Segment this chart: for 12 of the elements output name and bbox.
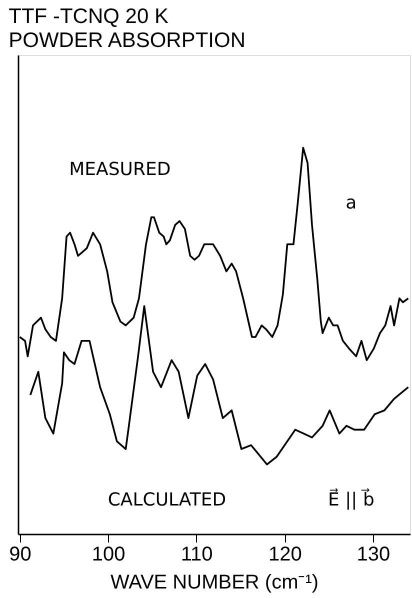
x-tick-label: 130 <box>356 544 390 566</box>
x-tick-label: 110 <box>180 544 213 566</box>
chart-subtitle: POWDER ABSORPTION <box>8 29 246 52</box>
x-axis-title: WAVE NUMBER (cm⁻¹) <box>110 572 319 594</box>
annotation: E⃗ || b⃗ <box>328 488 374 510</box>
x-tick-label: 100 <box>92 544 126 566</box>
x-tick-label: 90 <box>9 544 32 566</box>
annotation: MEASURED <box>69 158 171 180</box>
chart-title: TTF -TCNQ 20 K <box>8 5 168 28</box>
x-tick-label: 120 <box>268 544 302 566</box>
annotation: a <box>346 192 357 214</box>
annotation: CALCULATED <box>108 489 226 510</box>
